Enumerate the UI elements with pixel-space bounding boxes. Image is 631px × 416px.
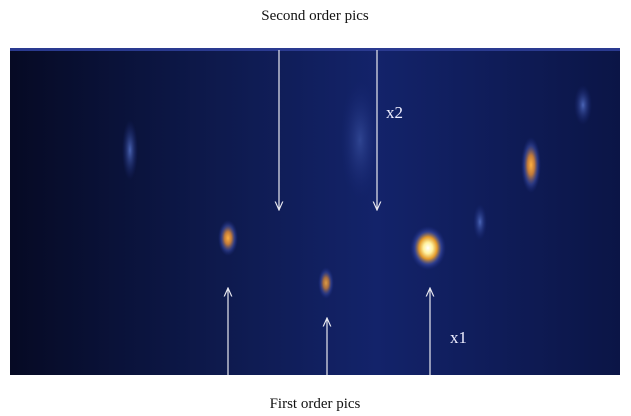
bottom-caption: First order pics	[270, 396, 361, 412]
faint-spot	[574, 85, 592, 125]
diffraction-image	[10, 48, 620, 375]
image-edge	[10, 48, 620, 51]
order-marker: x2	[386, 103, 403, 122]
spot	[218, 220, 238, 256]
bright-spot	[410, 226, 446, 270]
faint-spot	[473, 204, 487, 240]
arrows	[228, 50, 430, 375]
top-caption: Second order pics	[261, 8, 369, 24]
spot	[521, 137, 541, 193]
faint-streak	[340, 80, 380, 200]
order-marker: x1	[450, 328, 467, 347]
image-background	[10, 48, 620, 375]
spot	[318, 267, 334, 299]
faint-spot	[122, 120, 138, 180]
